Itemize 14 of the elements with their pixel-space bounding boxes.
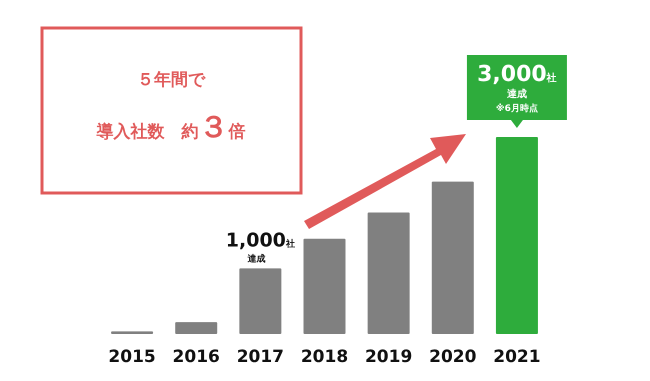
x-tick-label: 2020 xyxy=(429,347,477,367)
annotation: 達成 xyxy=(246,253,266,264)
text: ※6月時点 xyxy=(496,103,538,114)
x-tick-label: 2017 xyxy=(236,347,284,367)
annotation: 導入社数 約３倍 xyxy=(96,110,246,145)
x-tick-label: 2019 xyxy=(364,347,412,367)
data-label: 1,000社 xyxy=(226,229,295,252)
x-tick-label: 2021 xyxy=(493,347,541,367)
text: 達成 xyxy=(506,88,527,100)
data-label: 3,000社 xyxy=(477,62,557,87)
text: ５年間で xyxy=(137,70,206,90)
x-tick-label: 2016 xyxy=(172,347,220,367)
x-tick-label: 2015 xyxy=(108,347,156,367)
x-tick-label: 2018 xyxy=(300,347,348,367)
